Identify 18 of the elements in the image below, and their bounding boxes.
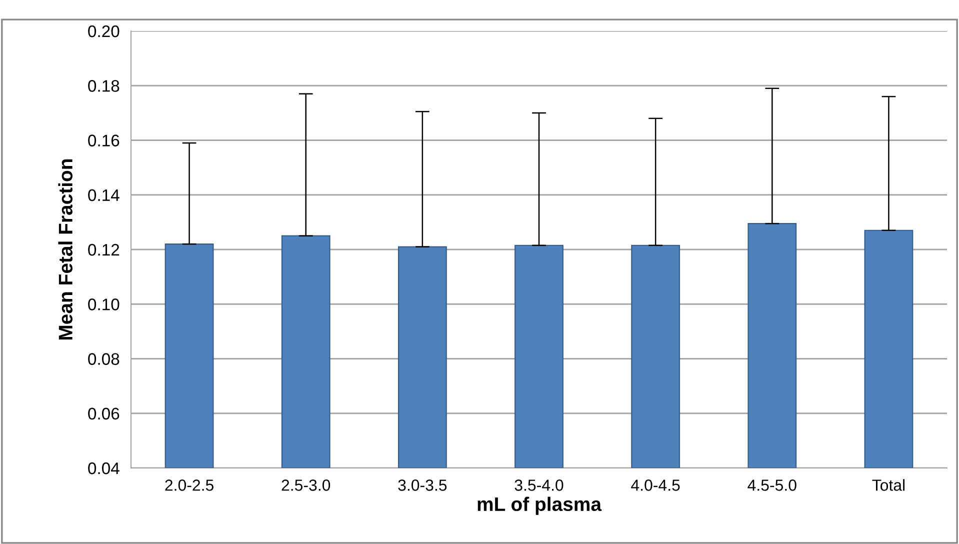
x-tick-label: Total bbox=[872, 479, 905, 491]
y-tick-label: 0.12 bbox=[88, 244, 120, 256]
y-tick-label: 0.20 bbox=[88, 25, 120, 38]
y-tick-label: 0.16 bbox=[88, 134, 120, 146]
y-tick-label: 0.06 bbox=[88, 408, 120, 420]
x-axis-title: mL of plasma bbox=[478, 496, 602, 515]
x-tick-label: 2.0-2.5 bbox=[165, 480, 214, 491]
x-tick-label: 4.0-4.5 bbox=[631, 480, 680, 491]
x-tick-label: 3.5-4.0 bbox=[514, 480, 564, 491]
x-tick-label: 4.5-5.0 bbox=[748, 480, 796, 491]
y-tick-label: 0.14 bbox=[88, 189, 120, 202]
y-tick-label: 0.18 bbox=[88, 80, 120, 92]
y-tick-label: 0.04 bbox=[88, 462, 120, 474]
y-tick-label: 0.10 bbox=[88, 298, 120, 310]
x-tick-label: 2.5-3.0 bbox=[282, 480, 330, 491]
x-tick-label: 3.0-3.5 bbox=[398, 480, 447, 491]
y-tick-label: 0.08 bbox=[88, 353, 120, 365]
y-axis-title: Mean Fetal Fraction bbox=[58, 159, 72, 340]
